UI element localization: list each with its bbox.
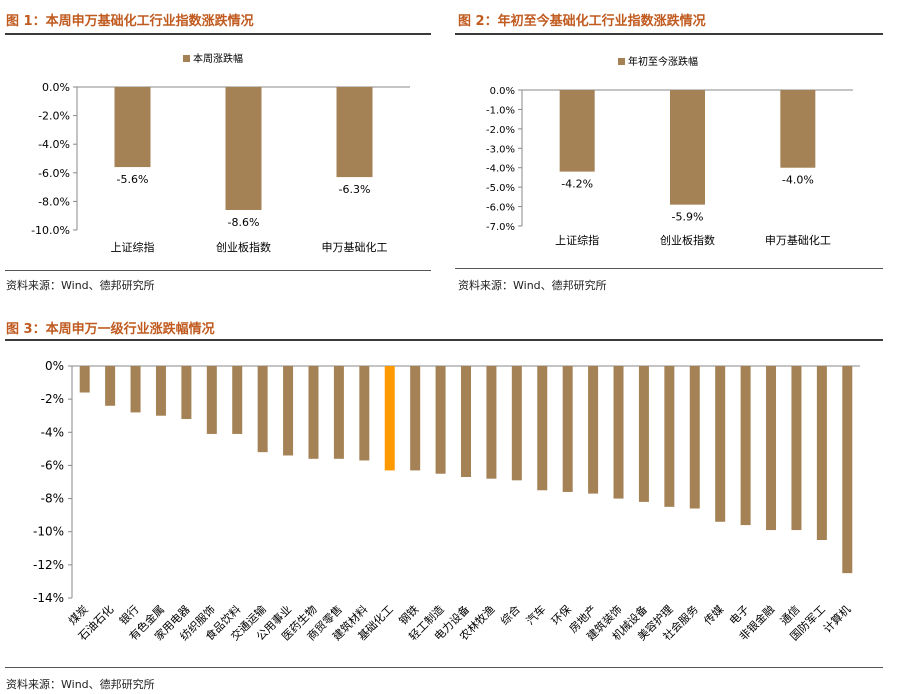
chart1-category-label: 申万基础化工 [322, 240, 388, 254]
figure-1-bottom-rule [5, 270, 431, 271]
chart3-bar [562, 366, 573, 492]
chart2-legend-swatch [618, 58, 625, 65]
chart2-bar [559, 90, 595, 172]
chart1-legend-label: 本周涨跌幅 [193, 52, 243, 65]
chart3-bar [105, 366, 116, 406]
figure-2-bottom-rule [455, 268, 883, 269]
chart3-category-label: 汽车 [523, 602, 548, 627]
chart1-data-label: -6.3% [339, 183, 371, 196]
chart3-bar [257, 366, 268, 453]
chart3-bar [435, 366, 446, 474]
chart2-y-tick-label: -5.0% [486, 183, 515, 194]
chart3-bar [232, 366, 243, 434]
chart2-y-tick-label: -3.0% [486, 144, 515, 155]
chart2-y-tick-label: -1.0% [486, 105, 515, 116]
chart2-y-tick-label: -4.0% [486, 164, 515, 175]
chart1-y-tick-label: -10.0% [31, 224, 70, 237]
chart3-bar [333, 366, 344, 459]
chart1-data-label: -8.6% [228, 216, 260, 229]
chart2-y-tick-label: -6.0% [486, 203, 515, 214]
chart2-y-tick-label: 0.0% [490, 86, 515, 97]
chart3-bar [816, 366, 827, 540]
chart1-y-tick-label: -4.0% [38, 138, 70, 151]
figure-1-top-rule [5, 33, 431, 35]
figure-1-title: 图 1：本周申万基础化工行业指数涨跌情况 [6, 14, 254, 29]
chart3-bar [791, 366, 802, 531]
chart1-bar [336, 87, 373, 178]
chart3-bar [206, 366, 217, 434]
chart3-bar [486, 366, 497, 479]
chart3-y-tick-label: -6% [41, 458, 64, 472]
figure-2-title: 图 2：年初至今基础化工行业指数涨跌情况 [458, 14, 706, 29]
chart3-bar [130, 366, 141, 413]
chart2-category-label: 上证综指 [555, 233, 599, 247]
chart2-data-label: -5.9% [672, 211, 704, 224]
chart3-y-tick-label: -14% [33, 591, 64, 605]
chart3-y-tick-label: -8% [41, 492, 64, 506]
chart3-y-tick-label: -10% [33, 525, 64, 539]
chart2-y-tick-label: -7.0% [486, 222, 515, 233]
chart3-y-tick-label: -12% [33, 558, 64, 572]
chart2-bar [780, 90, 816, 168]
chart3-bar [283, 366, 294, 456]
chart2-data-label: -4.0% [782, 174, 814, 187]
figure-3-source: 资料来源：Wind、德邦研究所 [6, 678, 155, 691]
chart3-bar [842, 366, 853, 574]
chart3-bar [359, 366, 370, 461]
chart1-y-tick-label: 0.0% [42, 81, 70, 94]
chart1-y-tick-label: -2.0% [38, 110, 70, 123]
chart3-bar [410, 366, 421, 471]
chart2-legend-label: 年初至今涨跌幅 [628, 55, 698, 68]
chart3-bar [384, 366, 395, 471]
chart1-category-label: 上证综指 [111, 240, 155, 254]
chart3-bar [181, 366, 192, 420]
chart3-category-label: 传媒 [702, 603, 727, 628]
chart3-y-tick-label: -2% [41, 392, 64, 406]
chart2-data-label: -4.2% [561, 178, 593, 191]
chart3-category-label: 综合 [498, 602, 523, 627]
chart3-bar [766, 366, 777, 531]
figure-3-bottom-rule [5, 667, 883, 668]
figure-1-source: 资料来源：Wind、德邦研究所 [6, 279, 155, 292]
chart1-bar [225, 87, 262, 210]
chart3-bar [308, 366, 319, 459]
chart1-y-tick-label: -6.0% [38, 167, 70, 180]
chart3-bar [715, 366, 726, 522]
chart3-bar [79, 366, 90, 393]
chart2-y-tick-label: -2.0% [486, 125, 515, 136]
figure-2-source: 资料来源：Wind、德邦研究所 [458, 279, 607, 292]
chart3-bar [740, 366, 751, 526]
chart2-bar [670, 90, 705, 205]
chart1-data-label: -5.6% [117, 173, 149, 186]
chart3-y-tick-label: 0% [45, 359, 64, 373]
chart2-category-label: 申万基础化工 [765, 233, 831, 247]
figure-2-top-rule [455, 33, 883, 35]
chart3-bar [537, 366, 548, 491]
chart1-bar [114, 87, 151, 168]
chart3-bar [511, 366, 522, 481]
figure-3-title: 图 3：本周申万一级行业涨跌幅情况 [6, 322, 215, 337]
chart1-legend-swatch [183, 55, 190, 62]
chart-2: 年初至今涨跌幅 0.0% -1.0% -2.0% -3.0% -4.0% -5.0% -6.0… [486, 55, 853, 247]
chart2-category-label: 创业板指数 [660, 233, 715, 247]
chart1-category-label: 创业板指数 [216, 240, 271, 254]
chart1-y-tick-label: -8.0% [38, 195, 70, 208]
chart3-bar [588, 366, 599, 494]
chart3-bar [155, 366, 166, 416]
chart3-y-tick-label: -4% [41, 425, 64, 439]
chart3-bar [638, 366, 649, 502]
chart3-bar [613, 366, 624, 499]
chart3-bar [664, 366, 675, 507]
chart3-category-label: 计算机 [820, 602, 853, 635]
chart-1: 本周涨跌幅 0.0% -2.0% -4.0% -6.0% -8.0% -10.0% -5.6%… [31, 52, 410, 254]
chart3-bar [689, 366, 700, 509]
figure-3-top-rule [5, 339, 883, 341]
chart3-bar [461, 366, 471, 478]
